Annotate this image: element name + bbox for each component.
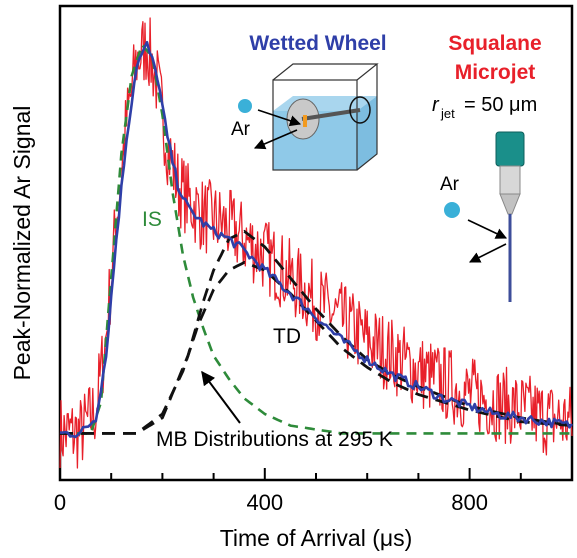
series-wetted-wheel bbox=[59, 40, 574, 439]
nozzle-body bbox=[499, 165, 521, 195]
nozzle-cap bbox=[495, 131, 525, 167]
rjet-symbol: r bbox=[432, 94, 440, 116]
y-axis-label: Peak-Normalized Ar Signal bbox=[9, 106, 35, 381]
water-side bbox=[357, 96, 377, 170]
outgoing-arrow-wheel bbox=[253, 129, 298, 150]
outgoing-arrow-jet bbox=[468, 243, 507, 263]
legend-wetted-wheel: Wetted Wheel bbox=[249, 32, 386, 55]
x-tick-label: 800 bbox=[451, 490, 488, 515]
incoming-arrow-jet bbox=[467, 219, 508, 239]
ar-label-wheel: Ar bbox=[231, 119, 251, 140]
tick-layer: 0 400 800 bbox=[54, 468, 573, 515]
ar-atom-jet-icon bbox=[444, 202, 460, 218]
series-squalane-microjet bbox=[59, 17, 573, 473]
series-is bbox=[60, 43, 572, 435]
x-tick-label: 400 bbox=[246, 490, 283, 515]
box-top-edge bbox=[272, 63, 379, 81]
wetted-wheel-illustration: Ar bbox=[231, 63, 379, 171]
incoming-arrow-wheel bbox=[257, 109, 302, 127]
rjet-value: = 50 μm bbox=[464, 94, 537, 116]
box-side-edge bbox=[356, 64, 378, 171]
rotation-arrow-icon bbox=[349, 96, 371, 124]
mb-label: MB Distributions at 295 K bbox=[156, 428, 393, 451]
x-tick-label: 0 bbox=[54, 490, 66, 515]
ar-label-jet: Ar bbox=[440, 174, 460, 195]
legend-microjet: Microjet bbox=[455, 61, 536, 84]
wheel-spot bbox=[303, 115, 307, 127]
is-label: IS bbox=[142, 208, 162, 231]
rjet-subscript: jet bbox=[440, 106, 455, 121]
legend-squalane: Squalane bbox=[448, 32, 541, 55]
mb-arrow bbox=[201, 370, 241, 424]
ar-atom-wheel-icon bbox=[238, 99, 252, 113]
series-layer bbox=[59, 17, 574, 473]
microjet-illustration: Ar bbox=[440, 131, 525, 302]
td-label: TD bbox=[273, 325, 301, 348]
nozzle-tip bbox=[499, 193, 521, 215]
series-mb-2 bbox=[60, 261, 573, 435]
box-front-edge bbox=[272, 79, 358, 171]
x-axis-label: Time of Arrival (μs) bbox=[220, 525, 413, 551]
